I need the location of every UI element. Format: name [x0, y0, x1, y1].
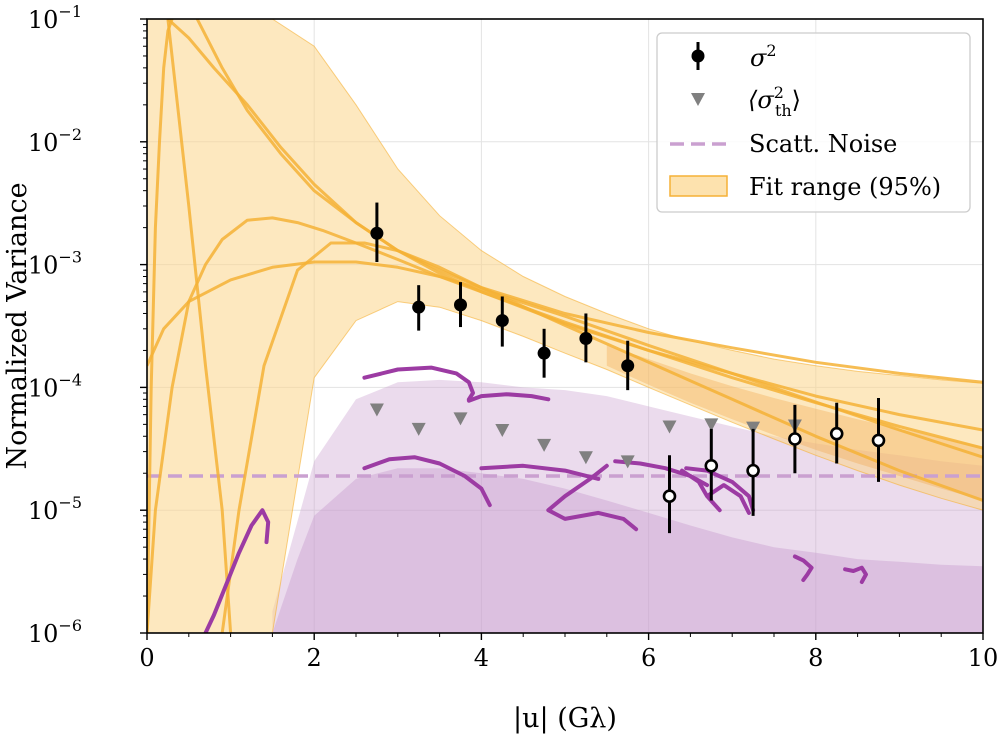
sigma-th-marker — [746, 421, 761, 435]
noise-curve — [362, 455, 492, 508]
sigma2-marker — [788, 432, 802, 446]
noise-curve — [843, 565, 868, 584]
sigma2-marker — [412, 300, 426, 314]
legend: σ2 ⟨σ2 th⟩ Scatt. Noise Fit range (95%) — [656, 32, 971, 213]
x-tick-label: 2 — [307, 644, 322, 672]
x-tick-label: 0 — [139, 644, 154, 672]
sigma2-marker — [829, 426, 844, 441]
sigma2-marker — [495, 314, 509, 328]
fit-curve — [147, 260, 983, 459]
noise-curve — [792, 554, 814, 582]
noise-curve — [362, 365, 475, 402]
sigma2-marker — [454, 298, 467, 312]
fit-curve — [220, 241, 983, 633]
y-tick-label: 10−2 — [28, 125, 82, 157]
legend-sigma2-label: σ2 — [750, 41, 777, 72]
noise-curve — [684, 466, 756, 513]
y-tick-label: 10−5 — [28, 493, 82, 525]
y-tick-label: 10−4 — [28, 370, 82, 402]
legend-sigma-th-label: ⟨σ2 th⟩ — [748, 83, 801, 120]
sigma-th-marker — [453, 412, 468, 426]
legend-sigma2-marker — [691, 49, 705, 63]
sigma-th-marker — [704, 418, 719, 432]
x-tick-label: 8 — [808, 644, 823, 672]
sigma-th-marker — [537, 438, 552, 452]
legend-sigma-th-marker — [691, 93, 705, 106]
sigma2-marker — [537, 346, 551, 360]
sigma-th-marker — [495, 423, 510, 437]
points — [369, 202, 886, 534]
noise-curve — [203, 508, 271, 633]
y-tick-label: 10−3 — [28, 248, 82, 280]
y-tick-label: 10−1 — [28, 2, 82, 34]
sigma-th-marker — [620, 455, 635, 469]
fit-curve — [147, 216, 983, 633]
sigma2-marker — [871, 433, 886, 448]
sigma2-marker — [621, 359, 635, 373]
sigma2-marker — [370, 226, 384, 240]
sigma2-marker — [746, 463, 760, 478]
x-axis-label: |u| (Gλ) — [513, 703, 617, 734]
sigma-th-marker — [662, 420, 677, 434]
x-tick-label: 10 — [968, 644, 999, 672]
legend-frame — [656, 32, 971, 213]
scatt-noise-inner-band — [272, 468, 983, 633]
legend-fit-range-swatch — [669, 175, 728, 197]
noise-curve — [479, 463, 601, 481]
sigma2-marker — [662, 489, 677, 504]
legend-fit-range-label: Fit range (95%) — [749, 173, 941, 201]
fit-curve — [195, 19, 983, 432]
y-tick-label: 10−6 — [28, 616, 82, 648]
sigma-th-marker — [369, 403, 384, 417]
y-axis-label: Normalized Variance — [2, 182, 33, 469]
sigma2-marker — [579, 332, 593, 346]
noise-curve — [466, 392, 551, 403]
noise-curve — [680, 468, 751, 515]
x-tick-label: 6 — [641, 644, 656, 672]
legend-scatt-noise-label: Scatt. Noise — [749, 130, 897, 158]
x-tick-label: 4 — [474, 644, 489, 672]
sigma-th-marker — [578, 451, 593, 465]
curves — [147, 19, 983, 633]
fit-curve — [166, 19, 233, 633]
sigma2-marker — [704, 458, 719, 473]
sigma-th-marker — [411, 422, 426, 436]
noise-curve — [546, 463, 639, 532]
ticks: 0 2 4 6 8 10 10−6 10−5 10−4 10−3 10−2 10−1 — [28, 2, 998, 672]
